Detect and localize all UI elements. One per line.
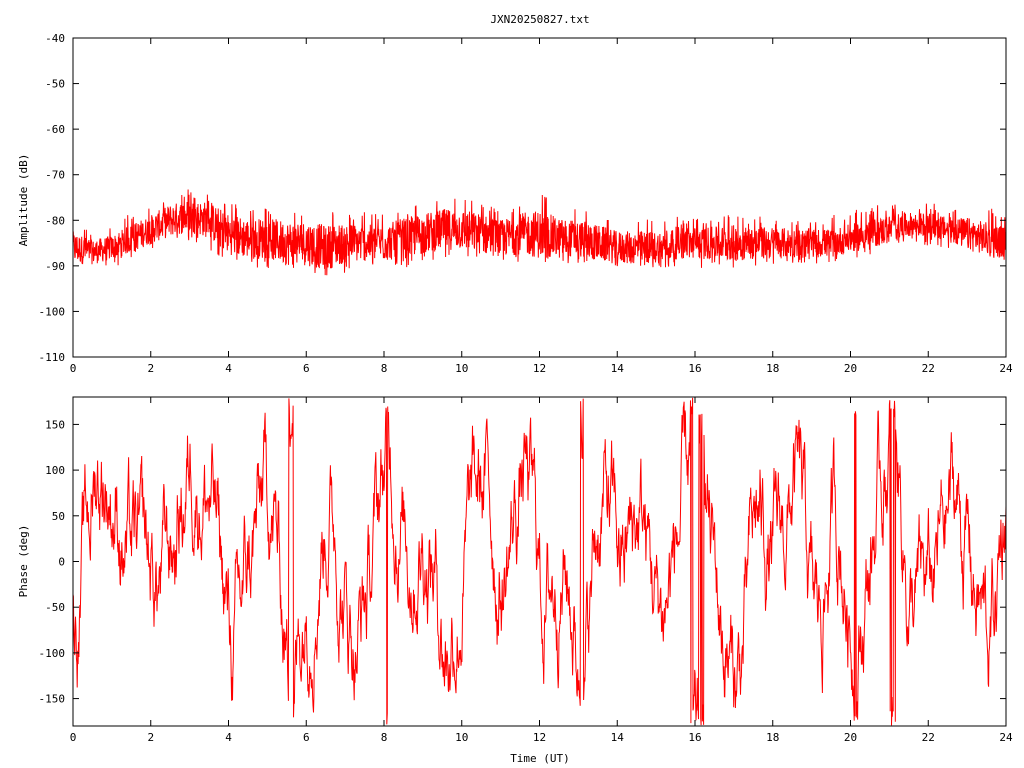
phase-y-ticks: 150 100 50 0 -50 -100 -150 <box>39 418 1006 706</box>
amplitude-y-tick-label: -70 <box>45 169 65 182</box>
phase-x-tick-label: 20 <box>844 731 857 744</box>
phase-x-tick-label: 8 <box>381 731 388 744</box>
amplitude-x-tick-label: 18 <box>766 362 779 375</box>
phase-x-tick-label: 24 <box>999 731 1013 744</box>
amplitude-x-tick-label: 24 <box>999 362 1013 375</box>
phase-x-ticks: 0 2 4 6 8 10 12 14 16 18 20 22 24 <box>70 397 1013 744</box>
amplitude-y-tick-label: -80 <box>45 214 65 227</box>
amplitude-x-tick-label: 0 <box>70 362 77 375</box>
phase-y-tick-label: -150 <box>39 693 66 706</box>
amplitude-x-ticks: 0 2 4 6 8 10 12 14 16 18 20 22 24 <box>70 38 1013 375</box>
phase-x-tick-label: 10 <box>455 731 468 744</box>
phase-x-tick-label: 16 <box>688 731 701 744</box>
phase-x-tick-label: 18 <box>766 731 779 744</box>
amplitude-x-tick-label: 12 <box>533 362 546 375</box>
phase-x-tick-label: 12 <box>533 731 546 744</box>
time-x-axis-label: Time (UT) <box>510 752 570 765</box>
amplitude-y-tick-label: -60 <box>45 123 65 136</box>
amplitude-x-tick-label: 8 <box>381 362 388 375</box>
amplitude-trace <box>72 189 1007 276</box>
amplitude-y-axis-label: Amplitude (dB) <box>17 154 30 247</box>
amplitude-x-tick-label: 4 <box>225 362 232 375</box>
amplitude-x-tick-label: 16 <box>688 362 701 375</box>
phase-x-tick-label: 4 <box>225 731 232 744</box>
phase-panel: 0 2 4 6 8 10 12 14 16 18 20 22 24 150100500-50-100-1… <box>17 396 1013 765</box>
amplitude-x-tick-label: 20 <box>844 362 857 375</box>
amplitude-panel: 0 2 4 6 8 10 12 14 16 18 20 22 24 -40-50-60-70-80-90… <box>17 32 1013 375</box>
phase-y-tick-label: 100 <box>45 464 65 477</box>
phase-x-tick-label: 6 <box>303 731 310 744</box>
amplitude-plot-frame <box>72 37 1007 358</box>
amplitude-x-tick-label: 2 <box>147 362 154 375</box>
amplitude-y-tick-label: -110 <box>39 351 66 364</box>
amplitude-trace-line <box>72 189 1007 276</box>
amplitude-y-ticks: -40 -50 -60 -70 -80 -90 -100 -110 <box>39 32 1006 364</box>
chart-title: JXN20250827.txt <box>490 13 589 26</box>
phase-y-tick-label: -100 <box>39 647 66 660</box>
amplitude-x-tick-label: 10 <box>455 362 468 375</box>
amplitude-y-tick-label: -50 <box>45 78 65 91</box>
phase-x-tick-label: 22 <box>922 731 935 744</box>
phase-x-tick-label: 2 <box>147 731 154 744</box>
amplitude-x-tick-label: 6 <box>303 362 310 375</box>
amplitude-x-tick-label: 22 <box>922 362 935 375</box>
phase-trace <box>72 397 1007 726</box>
phase-y-tick-label: 50 <box>52 510 65 523</box>
phase-x-tick-label: 0 <box>70 731 77 744</box>
phase-y-axis-label: Phase (deg) <box>17 525 30 598</box>
amplitude-y-tick-label: -40 <box>45 32 65 45</box>
phase-y-tick-label: 150 <box>45 418 65 431</box>
amplitude-y-tick-label: -90 <box>45 260 65 273</box>
amplitude-x-tick-label: 14 <box>611 362 625 375</box>
phase-y-tick-label: -50 <box>45 601 65 614</box>
phase-trace-line <box>72 397 1007 726</box>
amplitude-y-tick-label: -100 <box>39 305 66 318</box>
phase-y-tick-label: 0 <box>58 556 65 569</box>
phase-x-tick-label: 14 <box>611 731 625 744</box>
